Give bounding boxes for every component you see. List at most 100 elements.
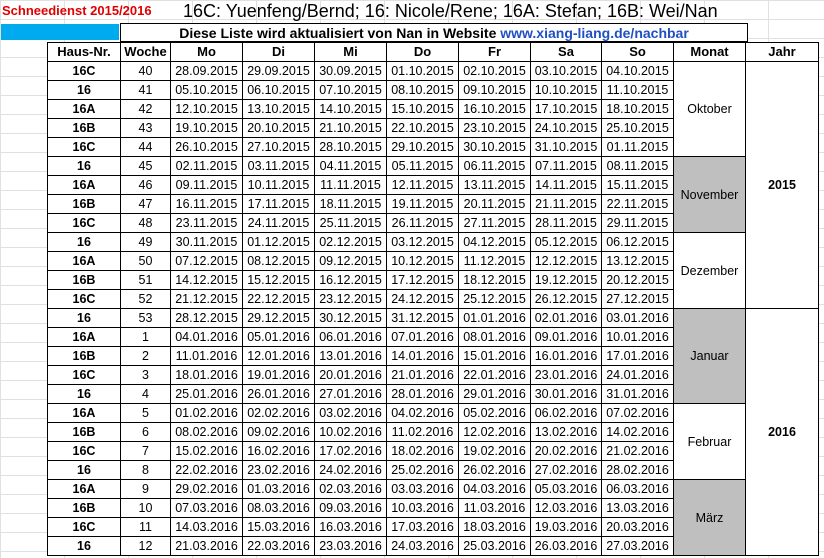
haus-cell[interactable]: 16A [47, 403, 121, 423]
weekend-date-cell[interactable]: 05.03.2016 [530, 479, 602, 499]
date-cell[interactable]: 18.03.2016 [458, 517, 531, 537]
column-header[interactable]: Do [386, 42, 459, 62]
date-cell[interactable]: 10.03.2016 [386, 498, 459, 518]
date-cell[interactable]: 28.10.2015 [314, 137, 387, 157]
weekend-date-cell[interactable]: 02.01.2016 [530, 308, 602, 328]
date-cell[interactable]: 17.11.2015 [242, 194, 315, 214]
week-cell[interactable]: 2 [120, 346, 171, 366]
date-cell[interactable]: 29.09.2015 [242, 61, 315, 81]
date-cell[interactable]: 28.12.2015 [170, 308, 243, 328]
date-cell[interactable]: 01.01.2016 [458, 308, 531, 328]
weekend-date-cell[interactable]: 24.01.2016 [601, 365, 674, 385]
weekend-date-cell[interactable]: 10.10.2015 [530, 80, 602, 100]
column-header[interactable]: Jahr [745, 42, 819, 62]
weekend-date-cell[interactable]: 14.11.2015 [530, 175, 602, 195]
week-cell[interactable]: 49 [120, 232, 171, 252]
date-cell[interactable]: 16.02.2016 [242, 441, 315, 461]
date-cell[interactable]: 21.03.2016 [170, 536, 243, 556]
weekend-date-cell[interactable]: 06.02.2016 [530, 403, 602, 423]
weekend-date-cell[interactable]: 23.01.2016 [530, 365, 602, 385]
haus-cell[interactable]: 16B [47, 422, 121, 442]
date-cell[interactable]: 13.01.2016 [314, 346, 387, 366]
date-cell[interactable]: 30.10.2015 [458, 137, 531, 157]
week-cell[interactable]: 41 [120, 80, 171, 100]
date-cell[interactable]: 28.09.2015 [170, 61, 243, 81]
date-cell[interactable]: 08.10.2015 [386, 80, 459, 100]
column-header[interactable]: Di [242, 42, 315, 62]
date-cell[interactable]: 01.03.2016 [242, 479, 315, 499]
date-cell[interactable]: 03.02.2016 [314, 403, 387, 423]
date-cell[interactable]: 27.11.2015 [458, 213, 531, 233]
date-cell[interactable]: 08.01.2016 [458, 327, 531, 347]
haus-cell[interactable]: 16 [47, 156, 121, 176]
date-cell[interactable]: 03.12.2015 [386, 232, 459, 252]
date-cell[interactable]: 26.10.2015 [170, 137, 243, 157]
date-cell[interactable]: 27.10.2015 [242, 137, 315, 157]
date-cell[interactable]: 07.10.2015 [314, 80, 387, 100]
column-header[interactable]: So [601, 42, 674, 62]
haus-cell[interactable]: 16 [47, 536, 121, 556]
week-cell[interactable]: 47 [120, 194, 171, 214]
date-cell[interactable]: 07.12.2015 [170, 251, 243, 271]
date-cell[interactable]: 18.11.2015 [314, 194, 387, 214]
date-cell[interactable]: 30.11.2015 [170, 232, 243, 252]
date-cell[interactable]: 23.02.2016 [242, 460, 315, 480]
haus-cell[interactable]: 16C [47, 137, 121, 157]
date-cell[interactable]: 12.02.2016 [458, 422, 531, 442]
haus-cell[interactable]: 16A [47, 99, 121, 119]
weekend-date-cell[interactable]: 20.02.2016 [530, 441, 602, 461]
date-cell[interactable]: 11.01.2016 [170, 346, 243, 366]
weekend-date-cell[interactable]: 21.02.2016 [601, 441, 674, 461]
date-cell[interactable]: 15.03.2016 [242, 517, 315, 537]
week-cell[interactable]: 12 [120, 536, 171, 556]
date-cell[interactable]: 29.10.2015 [386, 137, 459, 157]
weekend-date-cell[interactable]: 17.01.2016 [601, 346, 674, 366]
week-cell[interactable]: 48 [120, 213, 171, 233]
date-cell[interactable]: 24.02.2016 [314, 460, 387, 480]
date-cell[interactable]: 29.02.2016 [170, 479, 243, 499]
date-cell[interactable]: 16.03.2016 [314, 517, 387, 537]
date-cell[interactable]: 25.03.2016 [458, 536, 531, 556]
week-cell[interactable]: 5 [120, 403, 171, 423]
date-cell[interactable]: 02.02.2016 [242, 403, 315, 423]
date-cell[interactable]: 12.10.2015 [170, 99, 243, 119]
weekend-date-cell[interactable]: 06.12.2015 [601, 232, 674, 252]
date-cell[interactable]: 23.11.2015 [170, 213, 243, 233]
date-cell[interactable]: 20.10.2015 [242, 118, 315, 138]
haus-cell[interactable]: 16A [47, 175, 121, 195]
date-cell[interactable]: 10.02.2016 [314, 422, 387, 442]
date-cell[interactable]: 11.12.2015 [458, 251, 531, 271]
week-cell[interactable]: 10 [120, 498, 171, 518]
haus-cell[interactable]: 16C [47, 213, 121, 233]
date-cell[interactable]: 25.01.2016 [170, 384, 243, 404]
date-cell[interactable]: 22.01.2016 [458, 365, 531, 385]
date-cell[interactable]: 21.01.2016 [386, 365, 459, 385]
weekend-date-cell[interactable]: 17.10.2015 [530, 99, 602, 119]
date-cell[interactable]: 28.01.2016 [386, 384, 459, 404]
date-cell[interactable]: 30.09.2015 [314, 61, 387, 81]
date-cell[interactable]: 25.12.2015 [458, 289, 531, 309]
date-cell[interactable]: 13.10.2015 [242, 99, 315, 119]
date-cell[interactable]: 17.12.2015 [386, 270, 459, 290]
date-cell[interactable]: 18.12.2015 [458, 270, 531, 290]
weekend-date-cell[interactable]: 22.11.2015 [601, 194, 674, 214]
date-cell[interactable]: 06.11.2015 [458, 156, 531, 176]
date-cell[interactable]: 21.10.2015 [314, 118, 387, 138]
weekend-date-cell[interactable]: 03.01.2016 [601, 308, 674, 328]
date-cell[interactable]: 23.03.2016 [314, 536, 387, 556]
weekend-date-cell[interactable]: 26.12.2015 [530, 289, 602, 309]
date-cell[interactable]: 24.03.2016 [386, 536, 459, 556]
date-cell[interactable]: 01.10.2015 [386, 61, 459, 81]
weekend-date-cell[interactable]: 30.01.2016 [530, 384, 602, 404]
date-cell[interactable]: 16.11.2015 [170, 194, 243, 214]
date-cell[interactable]: 04.01.2016 [170, 327, 243, 347]
weekend-date-cell[interactable]: 13.03.2016 [601, 498, 674, 518]
date-cell[interactable]: 04.11.2015 [314, 156, 387, 176]
date-cell[interactable]: 16.12.2015 [314, 270, 387, 290]
haus-cell[interactable]: 16A [47, 479, 121, 499]
weekend-date-cell[interactable]: 31.10.2015 [530, 137, 602, 157]
date-cell[interactable]: 22.10.2015 [386, 118, 459, 138]
weekend-date-cell[interactable]: 27.12.2015 [601, 289, 674, 309]
haus-cell[interactable]: 16C [47, 441, 121, 461]
date-cell[interactable]: 30.12.2015 [314, 308, 387, 328]
